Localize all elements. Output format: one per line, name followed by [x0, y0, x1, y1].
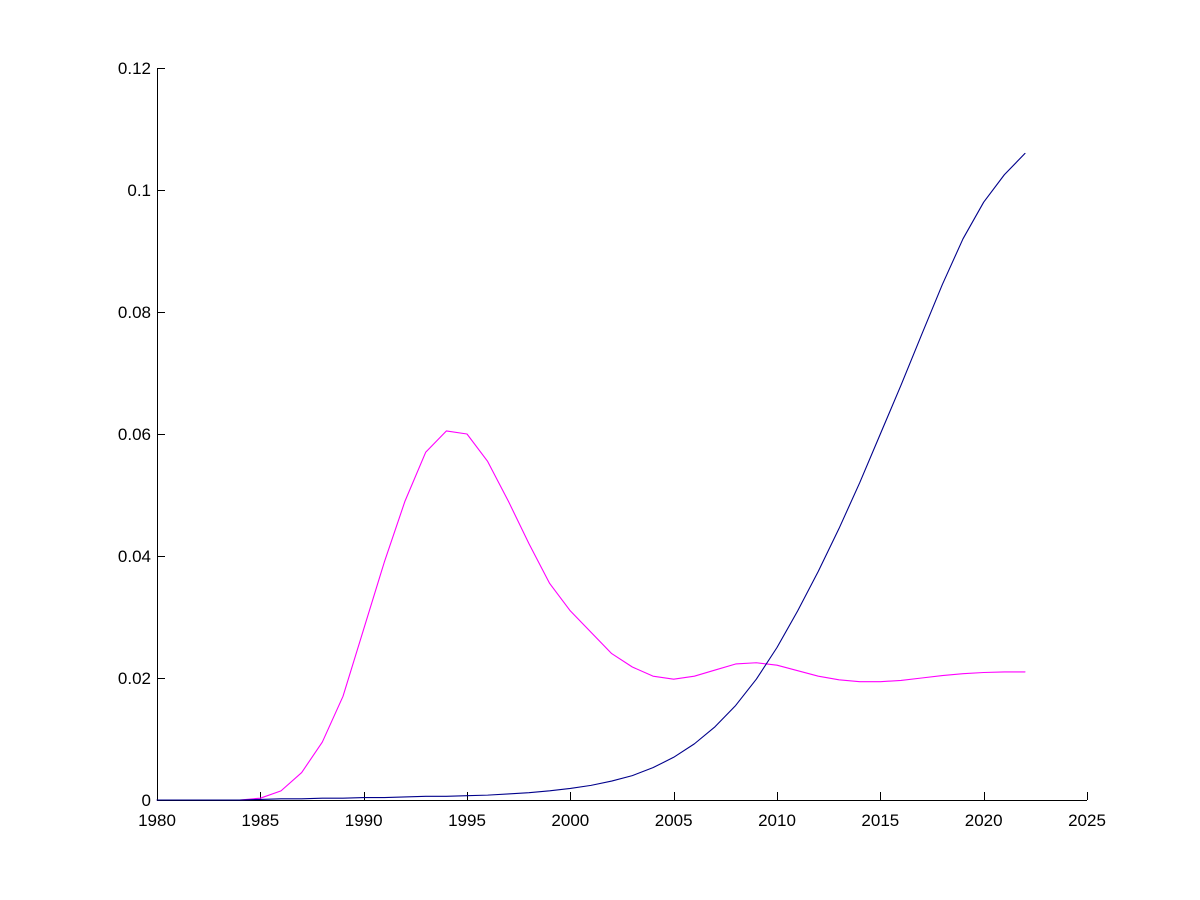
x-tick-label: 2015	[861, 811, 899, 830]
x-tick-label: 1985	[241, 811, 279, 830]
plot-series	[156, 152, 1026, 801]
y-tick-label: 0.08	[118, 303, 151, 322]
x-axis-ticks: 1980 1985 1990 1995 2000 2005 2010 2015 2020 2025	[138, 792, 1106, 830]
y-tick-label: 0.02	[118, 669, 151, 688]
y-tick-label: 0.1	[127, 181, 151, 200]
axes: 0 0.02 0.04 0.06 0.08 0.1 0.12 1980 1985 1990 199…	[118, 59, 1106, 830]
y-tick-label: 0	[142, 791, 151, 810]
x-tick-label: 1990	[345, 811, 383, 830]
x-tick-label: 2025	[1068, 811, 1106, 830]
y-tick-label: 0.04	[118, 547, 151, 566]
magenta-series-line	[156, 430, 1026, 801]
x-tick-label: 2010	[758, 811, 796, 830]
x-tick-label: 2020	[965, 811, 1003, 830]
x-tick-label: 2005	[655, 811, 693, 830]
y-tick-label: 0.12	[118, 59, 151, 78]
y-tick-label: 0.06	[118, 425, 151, 444]
x-tick-label: 1995	[448, 811, 486, 830]
y-axis-ticks: 0 0.02 0.04 0.06 0.08 0.1 0.12	[118, 59, 165, 810]
blue-series-line	[156, 152, 1026, 801]
x-tick-label: 1980	[138, 811, 176, 830]
x-tick-label: 2000	[551, 811, 589, 830]
